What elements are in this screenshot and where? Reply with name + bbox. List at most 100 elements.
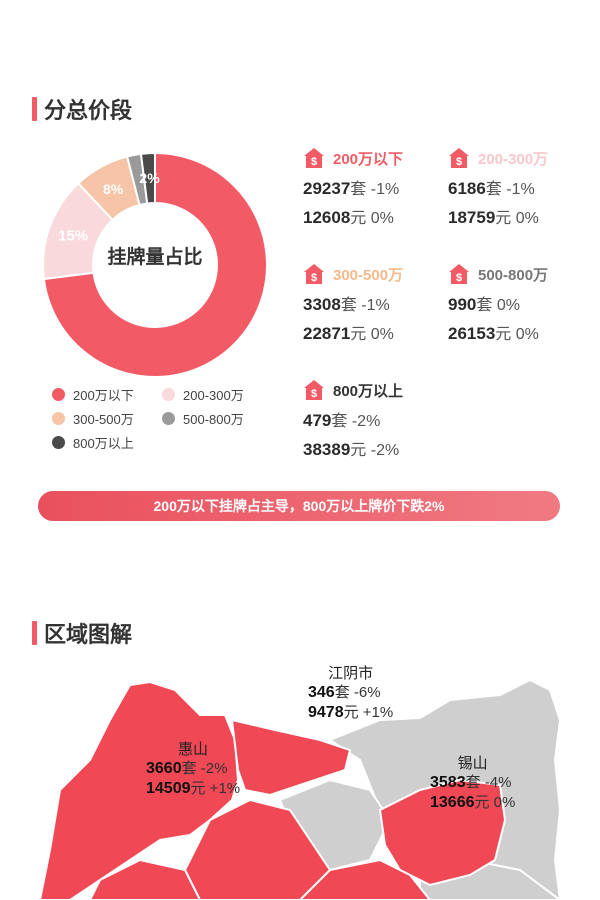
house-price-icon: $ [449, 148, 469, 168]
donut-svg: 73% 15% 8% 2% [42, 151, 268, 378]
section-title-price-range: 分总价段 [32, 93, 132, 125]
svg-text:$: $ [311, 156, 317, 168]
price-unit: 元 [190, 780, 206, 797]
stat-header: $ 300-500万 [303, 262, 453, 286]
legend-dot [162, 412, 175, 425]
map-region-southwest [88, 858, 202, 900]
unit-price: 18759 [448, 208, 496, 227]
count-change: -1% [366, 181, 400, 198]
listing-count: 479 [303, 411, 332, 430]
count-unit: 套 [485, 181, 502, 198]
region-count-row: 3660套 -2% [146, 759, 240, 779]
map-region-jiangyin-south [230, 718, 352, 797]
legend-item: 500-800万 [162, 409, 244, 428]
listing-count: 3308 [303, 295, 341, 314]
price-change: 0% [366, 210, 394, 227]
legend-label: 200-300万 [183, 388, 244, 403]
count-change: -1% [356, 297, 390, 314]
region-map [38, 678, 562, 900]
price-change: 0% [511, 210, 539, 227]
region-count-row: 3583套 -4% [430, 773, 515, 793]
listing-count: 3583 [430, 774, 466, 791]
section-title-region: 区域图解 [32, 617, 132, 649]
count-change: -4% [480, 774, 512, 791]
house-price-icon: $ [304, 380, 324, 400]
listing-count: 346 [308, 684, 335, 701]
stat-title: 500-800万 [478, 266, 549, 284]
stat-count-row: 6186套 -1% [448, 175, 598, 199]
price-change: -2% [366, 442, 400, 459]
map-region-xishan [378, 778, 507, 887]
house-price-icon: $ [449, 264, 469, 284]
donut-slice-5 [139, 151, 156, 205]
unit-price: 26153 [448, 324, 496, 343]
price-change: 0% [511, 326, 539, 343]
unit-price: 12608 [303, 208, 351, 227]
svg-text:$: $ [456, 272, 462, 284]
stat-price-row: 26153元 0% [448, 320, 598, 344]
listing-count: 990 [448, 295, 477, 314]
unit-price: 9478 [308, 704, 344, 721]
count-change: -2% [196, 760, 228, 777]
section-title-text: 分总价段 [44, 98, 133, 123]
map-region-huishan [38, 680, 240, 900]
price-unit: 元 [495, 210, 512, 227]
svg-text:$: $ [311, 272, 317, 284]
stat-header: $ 200万以下 [303, 146, 453, 170]
legend-dot [162, 388, 175, 401]
stat-price-row: 22871元 0% [303, 320, 453, 344]
listing-count: 29237 [303, 179, 351, 198]
legend-item: 300-500万 [52, 409, 134, 428]
count-unit: 套 [340, 297, 357, 314]
slice-percent-label: 8% [103, 181, 124, 197]
legend-item: 800万以上 [52, 433, 134, 452]
stat-count-row: 3308套 -1% [303, 291, 453, 315]
legend-label: 300-500万 [73, 412, 134, 427]
count-change: 0% [492, 297, 520, 314]
region-label-xishan: 锡山 3583套 -4% 13666元 0% [430, 752, 515, 813]
stat-price-row: 18759元 0% [448, 204, 598, 228]
price-change: +1% [205, 780, 241, 797]
region-label-huishan: 惠山 3660套 -2% 14509元 +1% [146, 738, 240, 799]
legend-dot [52, 412, 65, 425]
unit-price: 14509 [146, 780, 191, 797]
legend-label: 800万以上 [73, 436, 134, 451]
title-accent-bar [32, 97, 37, 121]
summary-banner: 200万以下挂牌占主导，800万以上牌价下跌2% [38, 491, 560, 521]
unit-price: 22871 [303, 324, 351, 343]
listing-count: 3660 [146, 760, 182, 777]
price-unit: 元 [350, 210, 367, 227]
legend-label: 200万以下 [73, 388, 134, 403]
region-name: 锡山 [457, 755, 488, 772]
stat-price-row: 38389元 -2% [303, 436, 453, 460]
donut-center-label: 挂牌量占比 [107, 247, 203, 268]
banner-text: 200万以下挂牌占主导，800万以上牌价下跌2% [153, 498, 445, 514]
region-name: 惠山 [178, 741, 209, 758]
slice-percent-label: 15% [58, 228, 88, 245]
count-unit: 套 [331, 413, 348, 430]
donut-slice-1 [42, 151, 268, 378]
svg-text:$: $ [456, 156, 462, 168]
stat-block-over-800: $ 800万以上 479套 -2% 38389元 -2% [303, 378, 453, 460]
stat-block-500-800: $ 500-800万 990套 0% 26153元 0% [448, 262, 598, 344]
region-name: 江阴市 [328, 665, 374, 682]
title-accent-bar [32, 621, 37, 645]
stat-header: $ 500-800万 [448, 262, 598, 286]
unit-price: 13666 [430, 794, 475, 811]
price-unit: 元 [495, 326, 512, 343]
price-change: 0% [489, 794, 516, 811]
listing-count: 6186 [448, 179, 486, 198]
region-price-row: 9478元 +1% [308, 703, 393, 723]
count-unit: 套 [465, 774, 481, 791]
stat-block-200-300: $ 200-300万 6186套 -1% 18759元 0% [448, 146, 598, 228]
stat-title: 800万以上 [333, 382, 404, 400]
price-unit: 元 [350, 326, 367, 343]
stat-header: $ 800万以上 [303, 378, 453, 402]
stat-block-under-200: $ 200万以下 29237套 -1% 12608元 0% [303, 146, 453, 228]
legend-item: 200-300万 [162, 385, 244, 404]
house-price-icon: $ [304, 264, 324, 284]
section-title-text: 区域图解 [44, 622, 133, 647]
count-unit: 套 [350, 181, 367, 198]
price-change: 0% [366, 326, 394, 343]
legend-dot [52, 436, 65, 449]
